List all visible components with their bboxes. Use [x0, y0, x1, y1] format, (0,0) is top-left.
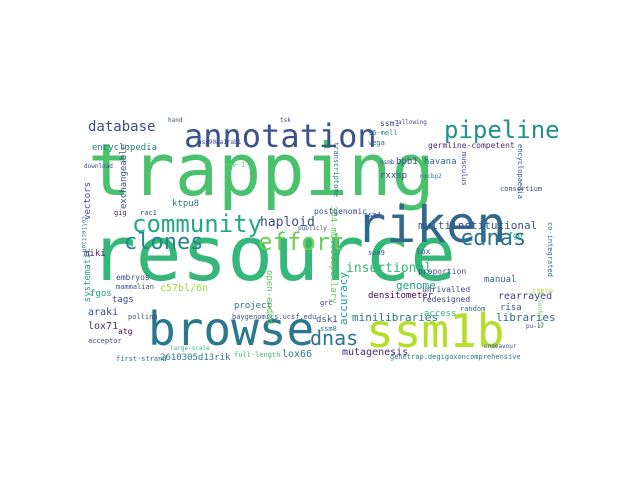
word: nsmb — [380, 159, 395, 166]
word: minilibraries — [352, 311, 439, 324]
word: havana — [424, 157, 457, 167]
word: c57bl/6n — [160, 283, 209, 294]
word: pipeline — [444, 116, 560, 144]
word: manual — [484, 275, 517, 285]
word: 96-mell — [368, 129, 398, 137]
word: germline-competent — [428, 141, 515, 150]
word: mammalian — [116, 283, 154, 291]
word: mycbp2 — [420, 173, 442, 180]
word: ssm8 — [320, 325, 337, 333]
word: dsk1 — [316, 315, 338, 325]
word: access — [424, 309, 457, 319]
word: fgos — [90, 289, 112, 299]
word: encyclopedia — [92, 143, 158, 153]
word: unrivalled — [422, 285, 471, 294]
word: riken — [356, 196, 507, 254]
word: redesigned — [422, 295, 471, 304]
word: tags — [112, 295, 134, 305]
word: grc — [320, 299, 333, 307]
word: allowing — [398, 119, 427, 126]
word: collection — [80, 216, 87, 253]
word: baygenomics.ucsf.edu — [232, 313, 317, 321]
word: 2610305d13rik — [160, 353, 231, 363]
word: miki — [84, 249, 106, 259]
word: ssm9 — [368, 249, 385, 257]
word: polling — [128, 313, 158, 321]
word: endeavour — [484, 343, 517, 350]
word: haploid — [260, 215, 315, 230]
word: lox71 — [88, 321, 119, 332]
word: rxxsp — [380, 171, 408, 181]
word: araki — [88, 307, 119, 318]
word: scientific — [536, 292, 543, 329]
word: tsk — [280, 117, 291, 124]
word: dnas — [310, 326, 359, 350]
word: 384-multicapillary — [328, 206, 338, 304]
word: consortium — [500, 185, 543, 193]
word: effort — [258, 228, 345, 256]
word: vectors — [83, 182, 93, 220]
word: hsp90aa1rab1 — [198, 139, 242, 146]
word: open-ended — [264, 270, 274, 325]
word: ssm4 — [364, 211, 381, 219]
word: hand — [168, 117, 183, 124]
word: first-strand — [116, 355, 167, 363]
word: bpb1 — [396, 157, 418, 167]
word: genome — [396, 279, 436, 292]
word: large-scale — [170, 345, 210, 352]
word: accuracy — [337, 272, 350, 325]
word: ctpio — [532, 287, 554, 295]
word: densitometer — [368, 291, 434, 301]
word: random — [460, 305, 486, 313]
word: proportion — [418, 267, 467, 276]
word: gig — [114, 209, 127, 217]
word: clones — [124, 230, 204, 255]
word: libraries — [496, 311, 556, 324]
word: rearrayed — [498, 291, 553, 302]
word: ssm1b — [366, 304, 505, 358]
word: project — [234, 301, 272, 311]
word: musculus — [460, 152, 468, 186]
word: full-length — [234, 351, 281, 359]
word: genetrap.degigaxoncomprehensive — [390, 353, 521, 361]
word: annotation — [184, 117, 377, 155]
word: vega — [368, 139, 385, 147]
word: atg — [118, 327, 133, 336]
word: ktpu8 — [172, 199, 200, 209]
word-cloud: trapping resource riken browse ssm1b ann… — [80, 116, 560, 364]
word: download — [84, 163, 113, 170]
word: postgenomic — [314, 207, 367, 216]
word: pu-17 — [526, 323, 545, 330]
word: rev-1 — [224, 161, 246, 169]
word: lox66 — [282, 349, 313, 360]
word: publicly — [298, 225, 327, 232]
word: co-integrated — [546, 222, 554, 277]
word: trapping — [88, 128, 435, 212]
word: rac1 — [140, 209, 157, 217]
word: mutagenesis — [342, 347, 409, 358]
word: resource — [90, 209, 457, 298]
word: insertional — [346, 261, 433, 276]
word: community — [132, 210, 263, 238]
word: database — [88, 119, 156, 135]
word: transcriptome — [332, 142, 340, 197]
word: ssm1 — [380, 119, 400, 128]
word: embryos — [116, 273, 150, 282]
word: browse — [148, 302, 315, 356]
word: exchangeable — [119, 144, 129, 210]
word: encyclopaedia — [516, 144, 524, 199]
word: acceptor — [88, 337, 122, 345]
word: fgo — [508, 231, 523, 240]
word: cdnas — [460, 226, 527, 251]
word: risa — [500, 303, 522, 313]
word: lox — [416, 247, 431, 256]
word: multiinstitutional — [418, 219, 538, 232]
